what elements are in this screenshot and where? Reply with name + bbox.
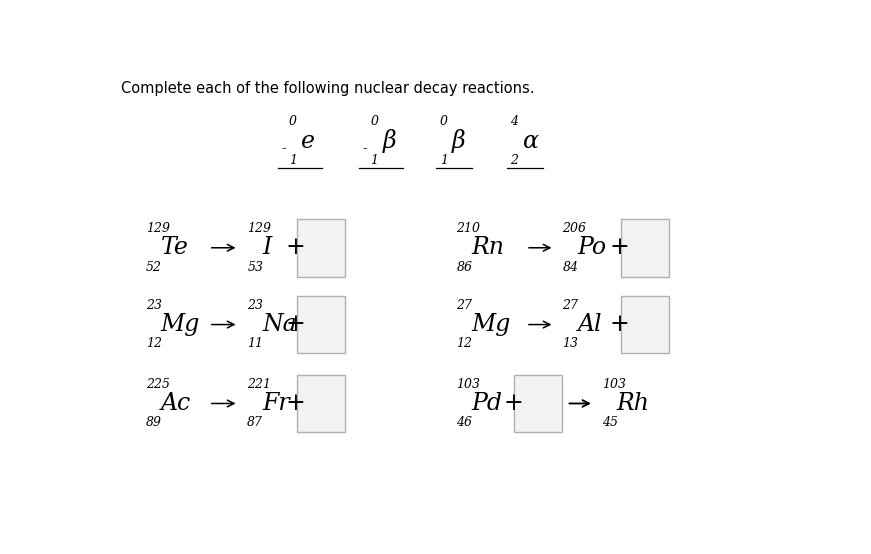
Text: 52: 52 (146, 260, 162, 274)
Text: +: + (610, 313, 630, 336)
Text: 53: 53 (247, 260, 263, 274)
Text: 2: 2 (510, 154, 518, 167)
Bar (296, 219, 345, 276)
Text: Mg: Mg (161, 313, 200, 336)
Text: 103: 103 (602, 378, 625, 391)
Bar (296, 296, 345, 353)
Text: 87: 87 (247, 416, 263, 429)
Text: α: α (523, 130, 538, 153)
Text: Pd: Pd (471, 392, 503, 415)
Text: 103: 103 (456, 378, 481, 391)
Text: 129: 129 (146, 222, 170, 235)
Text: 210: 210 (456, 222, 481, 235)
Text: Mg: Mg (471, 313, 510, 336)
Text: 11: 11 (247, 337, 263, 350)
Text: 12: 12 (456, 337, 472, 350)
Text: 0: 0 (370, 115, 378, 129)
Text: +: + (610, 236, 630, 259)
Text: 221: 221 (247, 378, 271, 391)
Text: Rn: Rn (471, 236, 504, 259)
Text: -: - (362, 142, 367, 156)
Bar (620, 219, 669, 276)
Text: Te: Te (161, 236, 189, 259)
Text: Rh: Rh (617, 392, 650, 415)
Text: 206: 206 (563, 222, 586, 235)
Bar (620, 296, 669, 353)
Text: +: + (286, 392, 306, 415)
Text: 0: 0 (440, 115, 448, 129)
Text: I: I (262, 236, 272, 259)
Text: 1: 1 (289, 154, 297, 167)
Text: Complete each of the following nuclear decay reactions.: Complete each of the following nuclear d… (121, 81, 535, 96)
Text: +: + (286, 236, 306, 259)
Text: e: e (301, 130, 315, 153)
Text: 86: 86 (456, 260, 472, 274)
Text: 23: 23 (146, 299, 162, 312)
Text: -: - (281, 142, 286, 156)
Text: 45: 45 (602, 416, 618, 429)
Text: 0: 0 (289, 115, 297, 129)
Text: 225: 225 (146, 378, 170, 391)
Text: 46: 46 (456, 416, 472, 429)
Text: Ac: Ac (161, 392, 191, 415)
Text: 27: 27 (563, 299, 578, 312)
Text: Po: Po (577, 236, 606, 259)
Text: +: + (286, 313, 306, 336)
Text: 129: 129 (247, 222, 271, 235)
Text: 12: 12 (146, 337, 162, 350)
Text: 89: 89 (146, 416, 162, 429)
Text: 4: 4 (510, 115, 518, 129)
Text: +: + (503, 392, 523, 415)
Text: 1: 1 (440, 154, 448, 167)
Text: 1: 1 (370, 154, 378, 167)
Text: 13: 13 (563, 337, 578, 350)
Text: 84: 84 (563, 260, 578, 274)
Bar (514, 375, 563, 432)
Text: Al: Al (577, 313, 602, 336)
Text: 23: 23 (247, 299, 263, 312)
Text: β: β (382, 129, 396, 153)
Text: Fr: Fr (262, 392, 290, 415)
Text: β: β (452, 129, 465, 153)
Text: 27: 27 (456, 299, 472, 312)
Bar (296, 375, 345, 432)
Text: Na: Na (262, 313, 297, 336)
